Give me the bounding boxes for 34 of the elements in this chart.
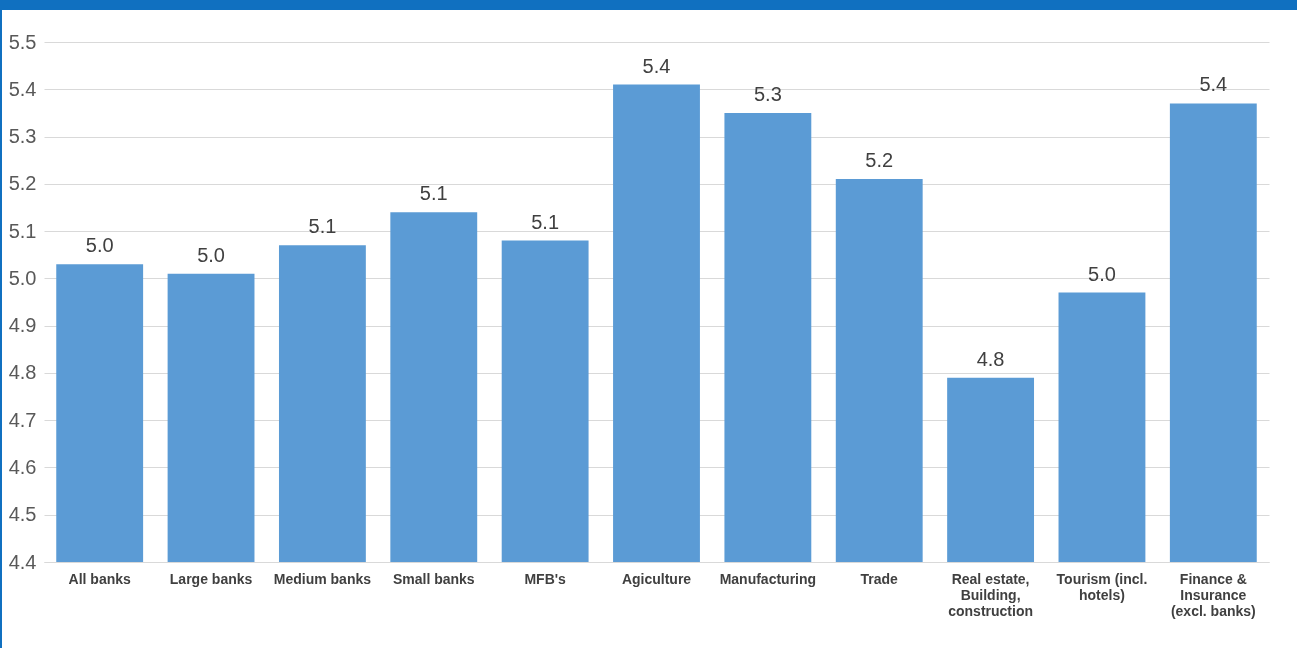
y-tick-label: 5.4 bbox=[8, 77, 37, 100]
y-tick-label: 4.6 bbox=[8, 455, 37, 478]
x-tick-label: Small banks bbox=[392, 570, 475, 587]
x-tick-label: Agiculture bbox=[621, 570, 692, 587]
y-tick-label: 5.1 bbox=[8, 219, 37, 242]
data-label: 5.0 bbox=[85, 234, 114, 257]
y-tick-label: 5.2 bbox=[8, 172, 37, 195]
data-label: 5.4 bbox=[1199, 73, 1228, 96]
data-label: 5.1 bbox=[531, 210, 560, 233]
y-tick-label: 4.9 bbox=[8, 314, 37, 337]
x-tick-label: Tourism (incl. hotels) bbox=[1056, 570, 1148, 603]
data-label: 5.1 bbox=[419, 182, 448, 205]
x-tick-label: Trade bbox=[860, 570, 899, 587]
data-label: 5.4 bbox=[642, 54, 671, 77]
data-label: 4.8 bbox=[976, 347, 1005, 370]
x-tick-label: Large banks bbox=[169, 570, 253, 587]
x-tick-label: Medium banks bbox=[273, 570, 372, 587]
x-tick-label: Real estate, Building, construction bbox=[948, 570, 1033, 619]
y-tick-label: 5.0 bbox=[8, 266, 37, 289]
y-tick-label: 4.8 bbox=[8, 361, 37, 384]
data-label: 5.1 bbox=[308, 215, 337, 238]
y-tick-label: 4.5 bbox=[8, 503, 37, 526]
data-label: 5.0 bbox=[1088, 262, 1116, 285]
x-tick-label: Manufacturing bbox=[719, 570, 817, 587]
data-label: 5.3 bbox=[753, 82, 782, 105]
y-tick-label: 5.3 bbox=[8, 125, 37, 148]
y-tick-label: 4.4 bbox=[8, 550, 37, 573]
x-tick-label: Finance & Insurance (excl. banks) bbox=[1170, 570, 1256, 619]
x-tick-label: MFB's bbox=[524, 570, 567, 587]
y-tick-label: 4.7 bbox=[8, 408, 37, 431]
y-tick-label: 5.5 bbox=[8, 30, 37, 53]
data-label: 5.2 bbox=[865, 149, 894, 172]
data-label: 5.0 bbox=[197, 243, 225, 266]
x-tick-label: All banks bbox=[68, 570, 132, 587]
